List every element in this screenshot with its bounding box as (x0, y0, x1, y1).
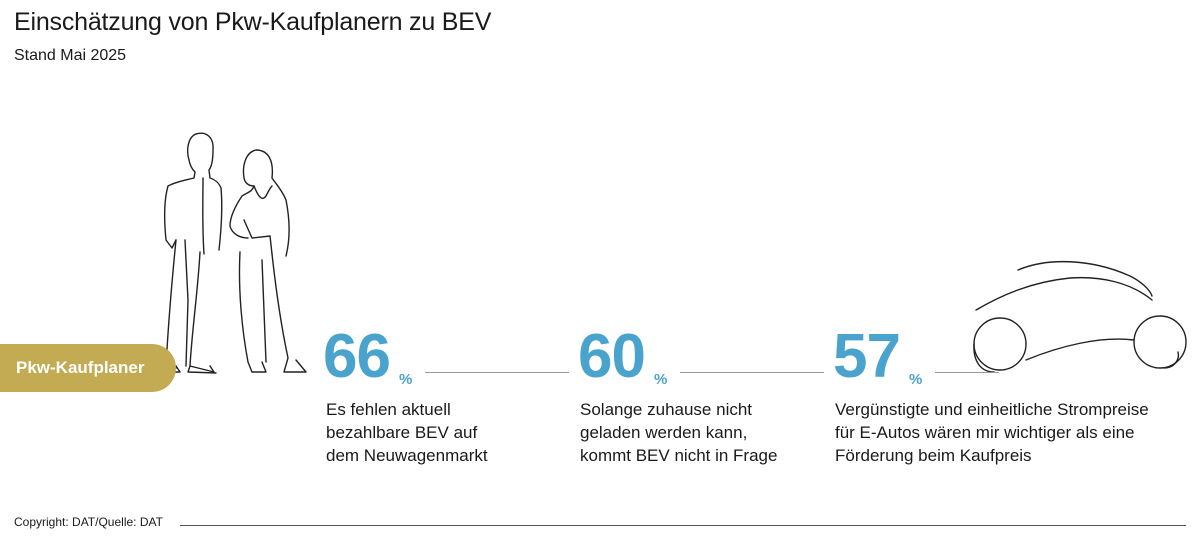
segment-badge: Pkw-Kaufplaner (0, 344, 176, 392)
car-outline-icon (973, 260, 1187, 373)
stat-number: 66 (323, 322, 391, 391)
stat-unit: % (909, 371, 923, 388)
copyright-note: Copyright: DAT/Quelle: DAT (14, 515, 163, 529)
stat-label-2: Solange zuhause nicht geladen werden kan… (580, 400, 778, 465)
stat-divider (680, 372, 824, 373)
chart-subtitle: Stand Mai 2025 (14, 47, 127, 64)
stat-label-1: Es fehlen aktuell bezahlbare BEV auf dem… (326, 400, 488, 465)
man-figure-icon (159, 132, 223, 374)
stat-divider (425, 372, 569, 373)
footer-divider (180, 525, 1186, 526)
stat-divider (935, 372, 999, 373)
stat-label-3: Vergünstigte und einheitliche Strompreis… (835, 400, 1149, 465)
stat-number: 60 (578, 322, 646, 391)
stat-number: 57 (833, 322, 901, 391)
stat-unit: % (654, 371, 668, 388)
woman-figure-icon (229, 149, 307, 373)
stat-unit: % (399, 371, 413, 388)
chart-title: Einschätzung von Pkw-Kaufplanern zu BEV (14, 8, 492, 36)
